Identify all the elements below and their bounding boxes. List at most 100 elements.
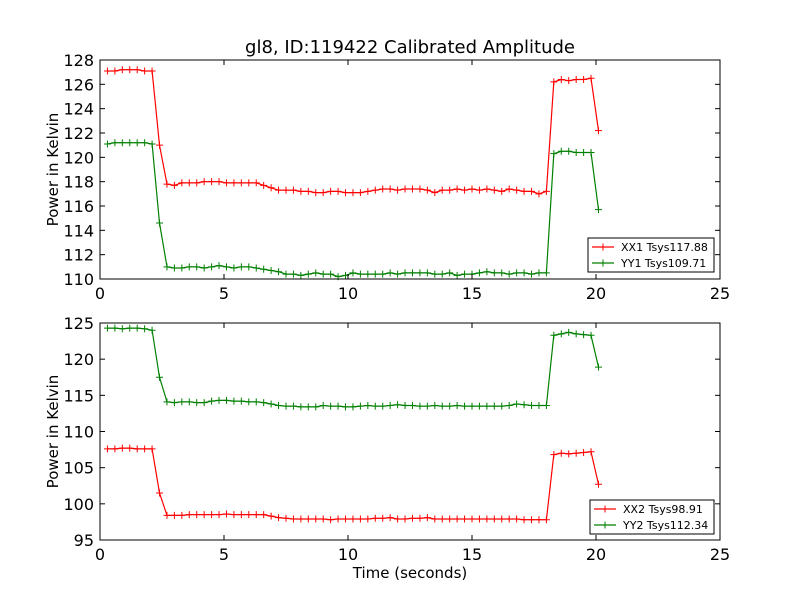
data-point [342,403,350,411]
y-tick-label: 125 [63,314,94,333]
data-point [401,401,409,409]
data-point [260,265,268,273]
y-axis-label: Power in Kelvin [44,113,62,227]
y-tick-label: 122 [63,124,94,143]
data-point [371,186,379,194]
data-point [542,516,550,524]
data-point [520,269,528,277]
data-point [297,271,305,279]
data-point [379,185,387,193]
data-point [379,402,387,410]
data-point [438,270,446,278]
data-point [386,185,394,193]
data-point [371,402,379,410]
data-point [282,270,290,278]
data-point [356,270,364,278]
data-point [148,326,156,334]
data-point [550,150,558,158]
data-point [178,179,186,187]
data-point [267,400,275,408]
series-1 [103,444,602,524]
data-point [289,515,297,523]
data-point [200,178,208,186]
data-point [580,331,588,339]
data-point [371,270,379,278]
data-point [438,402,446,410]
data-point [542,401,550,409]
data-point [208,263,216,271]
legend: XX1 Tsys117.88 YY1 Tsys109.71 [587,237,715,273]
data-point [260,399,268,407]
data-point [252,398,260,406]
legend-marker [599,243,607,251]
data-point [275,268,283,276]
data-point [156,373,164,381]
data-point [565,328,573,336]
data-point [289,270,297,278]
data-point [252,264,260,272]
legend-label: YY2 Tsys112.34 [622,519,708,532]
data-point [237,397,245,405]
data-point [513,400,521,408]
data-point [528,187,536,195]
data-point [423,514,431,522]
data-point [327,402,335,410]
data-point [245,263,253,271]
data-point [312,189,320,197]
data-point [557,75,565,83]
data-point [505,270,513,278]
data-point [200,399,208,407]
data-point [550,451,558,459]
data-point [334,187,342,195]
data-point [423,269,431,277]
data-point [572,449,580,457]
data-point [580,75,588,83]
data-point [118,66,126,74]
data-point [222,263,230,271]
data-point [423,402,431,410]
data-point [453,515,461,523]
data-point [170,511,178,519]
y-tick-label: 124 [63,100,94,119]
data-point [111,324,119,332]
x-tick-label: 0 [95,545,105,564]
y-tick-label: 110 [63,423,94,442]
data-point [170,181,178,189]
data-point [267,266,275,274]
data-point [208,511,216,519]
data-point [319,515,327,523]
data-point [594,127,602,135]
data-point [505,185,513,193]
data-point [520,187,528,195]
data-point [535,269,543,277]
data-point [565,77,573,85]
data-point [178,398,186,406]
data-point [461,186,469,194]
data-point [103,67,111,75]
data-point [468,185,476,193]
data-point [260,511,268,519]
data-point [118,139,126,147]
top-panel: 0 5 10 15 20 25 110 112 114 116 118 120 122 124 126 128… [44,51,730,303]
data-point [319,401,327,409]
x-axis-label: Time (seconds) [352,564,468,582]
data-point [312,269,320,277]
y-tick-label: 118 [63,173,94,192]
data-point [304,187,312,195]
data-point [356,189,364,197]
series-2 [103,324,602,411]
data-point [580,148,588,156]
data-point [408,269,416,277]
data-point [461,515,469,523]
data-point [342,189,350,197]
data-point [342,515,350,523]
data-point [528,401,536,409]
data-point [408,514,416,522]
legend-label: XX2 Tsys98.91 [623,503,703,516]
legend-marker [601,521,609,529]
x-tick-label: 20 [586,284,606,303]
data-point [542,269,550,277]
data-point [565,450,573,458]
data-point [542,187,550,195]
data-point [148,140,156,148]
